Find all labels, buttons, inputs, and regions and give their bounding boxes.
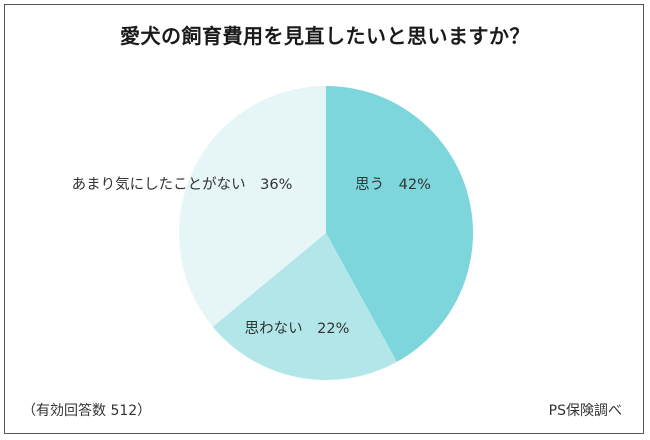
slice-label-3: あまり気にしたことがない 36% (72, 176, 293, 193)
chart-title: 愛犬の飼育費用を見直したいと思いますか？ (120, 24, 530, 48)
source-credit: PS保険調べ (548, 403, 622, 419)
pie-slice-3 (178, 86, 326, 327)
pie-slice-2 (212, 233, 397, 381)
sample-size-note: （有効回答数 512） (22, 403, 152, 419)
slice-label-2: 思わない 22% (245, 320, 350, 337)
slice-label-1: 思う 42% (355, 177, 431, 193)
pie-slice-1 (326, 86, 474, 362)
